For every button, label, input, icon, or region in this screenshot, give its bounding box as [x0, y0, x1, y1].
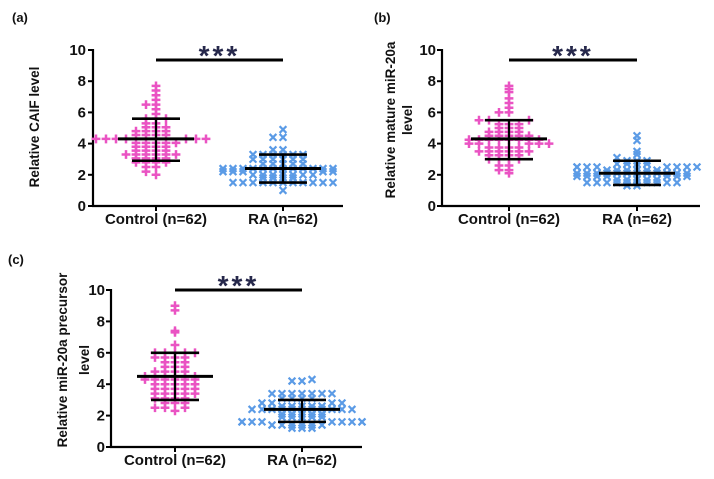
- ra-points: [237, 375, 367, 433]
- y-axis-title: Relative miR-20a precursor level: [55, 272, 92, 448]
- svg-text:level: level: [400, 105, 415, 135]
- control-error-bars: [471, 118, 547, 161]
- y-tick-label: 4: [428, 136, 437, 153]
- y-axis-title: Relative mature miR-20a level: [383, 41, 415, 198]
- control-error-bars: [137, 351, 213, 402]
- panel-a-chart: 0 2 4 6 8 10 Relative CAIF level *** Control (n=…: [27, 40, 343, 228]
- x-category-label: Control (n=62): [458, 211, 560, 228]
- x-category-label: RA (n=62): [267, 452, 337, 469]
- x-category-label: Control (n=62): [105, 211, 207, 228]
- significance-label: ***: [199, 40, 241, 71]
- y-tick-label: 0: [78, 198, 86, 215]
- svg-text:Relative miR-20a precursor: Relative miR-20a precursor: [55, 272, 70, 448]
- y-tick-label: 6: [428, 104, 436, 121]
- svg-text:Relative CAIF level: Relative CAIF level: [27, 67, 42, 188]
- control-error-bars: [118, 117, 194, 163]
- panel-c-chart: 0 2 4 6 8 10 Relative miR-20a precursor level **…: [55, 270, 367, 469]
- y-tick-label: 2: [97, 408, 105, 425]
- ra-error-bars: [599, 159, 675, 187]
- y-tick-label: 2: [428, 167, 436, 184]
- significance-bracket: ***: [175, 270, 302, 301]
- significance-label: ***: [552, 40, 594, 71]
- ra-points: [218, 125, 338, 195]
- x-category-label: RA (n=62): [602, 211, 672, 228]
- y-tick-label: 10: [69, 42, 86, 59]
- y-tick-label: 10: [419, 42, 436, 59]
- svg-text:Relative mature miR-20a: Relative mature miR-20a: [383, 41, 398, 198]
- y-tick-label: 8: [428, 73, 436, 90]
- y-tick-label: 8: [97, 313, 105, 330]
- axes: 0 2 4 6 8 10: [88, 282, 362, 456]
- significance-bracket: ***: [509, 40, 637, 71]
- y-axis-title: Relative CAIF level: [27, 67, 42, 188]
- y-tick-label: 4: [78, 136, 87, 153]
- significance-label: ***: [218, 270, 260, 301]
- y-tick-label: 6: [78, 104, 86, 121]
- y-tick-label: 8: [78, 73, 86, 90]
- ra-error-bars: [264, 398, 340, 424]
- x-category-label: RA (n=62): [248, 211, 318, 228]
- y-tick-label: 2: [78, 167, 86, 184]
- svg-text:level: level: [77, 345, 92, 375]
- y-tick-label: 0: [97, 439, 105, 456]
- y-tick-label: 6: [97, 345, 105, 362]
- y-tick-label: 4: [97, 376, 106, 393]
- significance-bracket: ***: [156, 40, 283, 71]
- axes: 0 2 4 6 8 10: [69, 42, 343, 215]
- axes: 0 2 4 6 8 10: [419, 42, 700, 215]
- ra-error-bars: [245, 153, 321, 184]
- panel-b-label: (b): [374, 10, 391, 25]
- x-category-label: Control (n=62): [124, 452, 226, 469]
- control-points: [140, 301, 200, 416]
- y-tick-label: 0: [428, 198, 436, 215]
- panel-a-label: (a): [12, 10, 28, 25]
- y-tick-label: 10: [88, 282, 105, 299]
- control-points: [91, 81, 211, 180]
- panel-c-label: (c): [8, 252, 24, 267]
